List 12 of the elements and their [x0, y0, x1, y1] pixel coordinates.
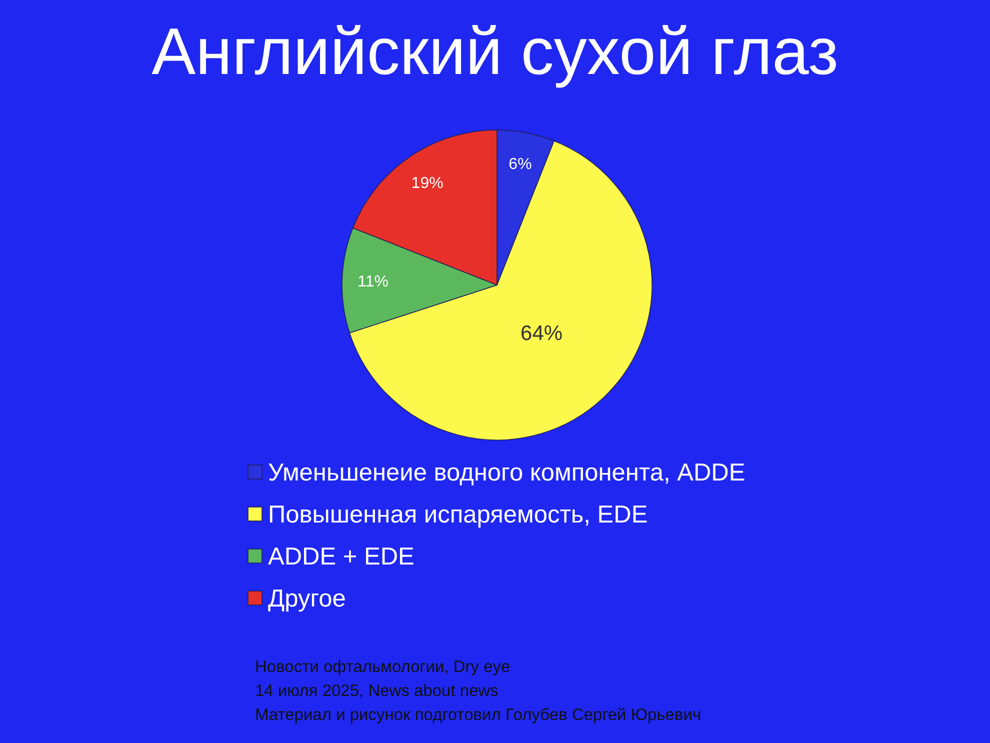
legend-label: Другое: [268, 586, 346, 613]
legend-label: Уменьшенеие водного компонента, ADDE: [268, 460, 746, 487]
data-label: 19%: [411, 175, 444, 192]
legend-label: ADDE + EDE: [268, 544, 414, 571]
legend-label: Повышенная испаряемость, EDE: [268, 502, 648, 529]
chart-title: Английский сухой глаз: [152, 14, 838, 88]
data-label: 11%: [358, 274, 388, 291]
data-label: 6%: [508, 156, 532, 173]
text: Новости офтальмологии, Dry eye: [255, 658, 510, 676]
text: 14 июля 2025, News about news: [255, 682, 498, 700]
data-label: 64%: [520, 322, 563, 345]
text: Материал и рисунок подготовил Голубев Сергей Юрьевич: [255, 706, 702, 724]
